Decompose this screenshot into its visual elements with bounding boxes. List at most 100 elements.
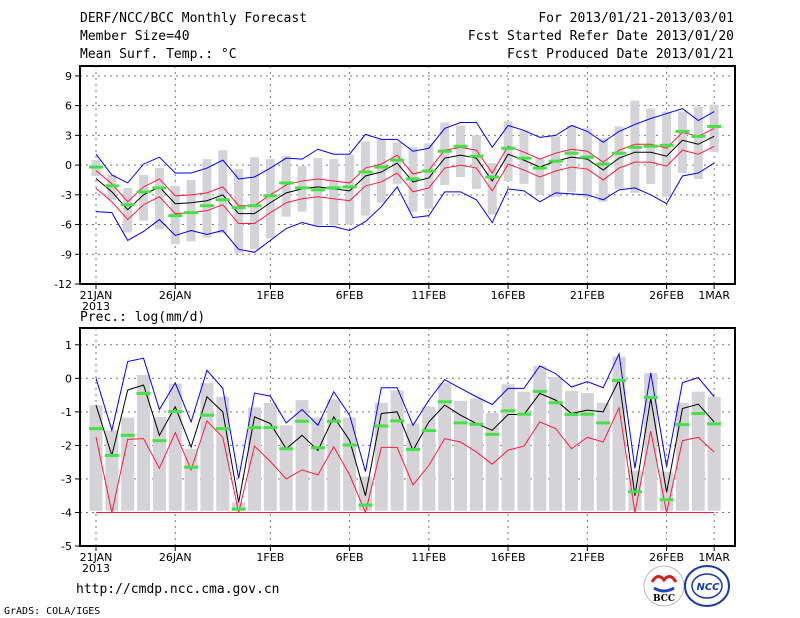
- observation-marker: [516, 412, 531, 416]
- x-tick-label: 26JAN: [159, 289, 192, 302]
- ensemble-box: [691, 391, 705, 511]
- ensemble-box: [345, 155, 355, 225]
- observation-marker: [659, 498, 674, 502]
- x-tick-label: 1FEB: [256, 289, 284, 302]
- ensemble-box: [216, 396, 230, 511]
- y-tick-label: -4: [61, 506, 72, 519]
- ensemble-box: [662, 111, 672, 197]
- year-label: 2013: [82, 300, 110, 313]
- variable-label: Mean Surf. Temp.: °C: [80, 47, 237, 62]
- observation-marker: [342, 443, 357, 447]
- observation-marker: [136, 190, 151, 194]
- observation-marker: [374, 424, 389, 428]
- ensemble-box: [121, 417, 135, 511]
- website-url[interactable]: http://cmdp.ncc.cma.gov.cn: [76, 582, 280, 597]
- observation-marker: [295, 419, 310, 423]
- ensemble-box: [89, 405, 103, 511]
- observation-marker: [643, 144, 658, 148]
- observation-marker: [532, 389, 547, 393]
- std-lower-line: [95, 145, 715, 225]
- x-tick-label: 1FEB: [256, 551, 284, 564]
- ensemble-box: [580, 393, 594, 511]
- observation-marker: [215, 427, 230, 431]
- x-tick-label: 26FEB: [649, 551, 684, 564]
- forecast-start-date: Fcst Started Refer Date 2013/01/20: [467, 29, 734, 44]
- ensemble-box: [200, 383, 214, 511]
- observation-marker: [596, 162, 611, 166]
- ensemble-box: [487, 163, 497, 215]
- y-tick-label: -2: [61, 439, 72, 452]
- observation-marker: [374, 165, 389, 169]
- y-tick-label: 1: [65, 339, 72, 352]
- ensemble-box: [184, 448, 198, 511]
- y-tick-label: 9: [65, 70, 72, 83]
- observation-marker: [421, 169, 436, 173]
- ensemble-box: [707, 396, 721, 511]
- x-tick-label: 1MAR: [698, 289, 730, 302]
- ensemble-box: [456, 125, 466, 177]
- observation-marker: [707, 124, 722, 128]
- figure-title: DERF/NCC/BCC Monthly Forecast: [80, 11, 307, 26]
- observation-marker: [548, 159, 563, 163]
- observation-marker: [691, 134, 706, 138]
- y-tick-label: 0: [65, 159, 72, 172]
- ensemble-box: [263, 402, 277, 511]
- ensemble-box: [551, 136, 561, 197]
- ensemble-box: [567, 125, 576, 192]
- observation-marker: [627, 490, 642, 494]
- precipitation-panel: 1 0 -1 -2 -3 -4 -5 21JAN 26JAN 1FEB 6FEB 11FEB 16FEB…: [61, 327, 736, 575]
- observation-marker: [516, 156, 531, 160]
- year-label: 2013: [82, 562, 110, 575]
- y-tick-label: -1: [61, 406, 72, 419]
- ensemble-box: [565, 391, 578, 511]
- ensemble-box: [360, 141, 370, 216]
- ensemble-box: [675, 402, 689, 511]
- ensemble-box: [693, 106, 703, 179]
- observation-marker: [89, 165, 103, 169]
- ensemble-box: [232, 502, 246, 511]
- observation-marker: [390, 158, 405, 162]
- observation-marker: [580, 412, 595, 416]
- ensemble-box: [503, 121, 513, 181]
- ensemble-box: [390, 390, 404, 511]
- x-tick-label: 11FEB: [411, 289, 446, 302]
- observation-marker: [199, 204, 214, 208]
- ensemble-box: [154, 168, 164, 230]
- y-tick-label: 3: [65, 129, 72, 142]
- ensemble-box: [596, 402, 610, 511]
- observation-marker: [184, 465, 199, 469]
- ensemble-box: [454, 400, 468, 511]
- observation-marker: [184, 211, 199, 215]
- ensemble-box: [343, 417, 357, 511]
- observation-marker: [691, 412, 706, 416]
- observation-marker: [152, 439, 167, 443]
- observation-marker: [406, 447, 420, 451]
- observation-marker: [358, 170, 373, 174]
- ensemble-box: [248, 407, 261, 511]
- std-lower-line: [95, 406, 715, 515]
- observation-marker: [596, 421, 611, 425]
- y-tick-label: -9: [61, 248, 72, 261]
- observation-marker: [310, 188, 325, 192]
- observation-marker: [564, 151, 579, 155]
- ensemble-box: [471, 135, 481, 189]
- observation-marker: [469, 154, 484, 158]
- observation-marker: [612, 378, 627, 382]
- observation-marker: [310, 446, 325, 450]
- observation-marker: [199, 413, 214, 417]
- observation-marker: [168, 410, 183, 414]
- plot-frame: [79, 65, 736, 285]
- ensemble-box: [313, 158, 323, 226]
- observation-marker: [279, 181, 294, 185]
- observation-marker: [580, 155, 595, 159]
- ensemble-box: [517, 391, 531, 511]
- ensemble-box: [295, 400, 309, 511]
- x-tick-label: 11FEB: [411, 551, 446, 564]
- observation-marker: [548, 401, 563, 405]
- ensemble-box: [438, 383, 452, 511]
- observation-marker: [675, 423, 690, 427]
- ensemble-box: [139, 175, 149, 221]
- ensemble-box: [376, 139, 386, 203]
- observation-marker: [152, 186, 167, 190]
